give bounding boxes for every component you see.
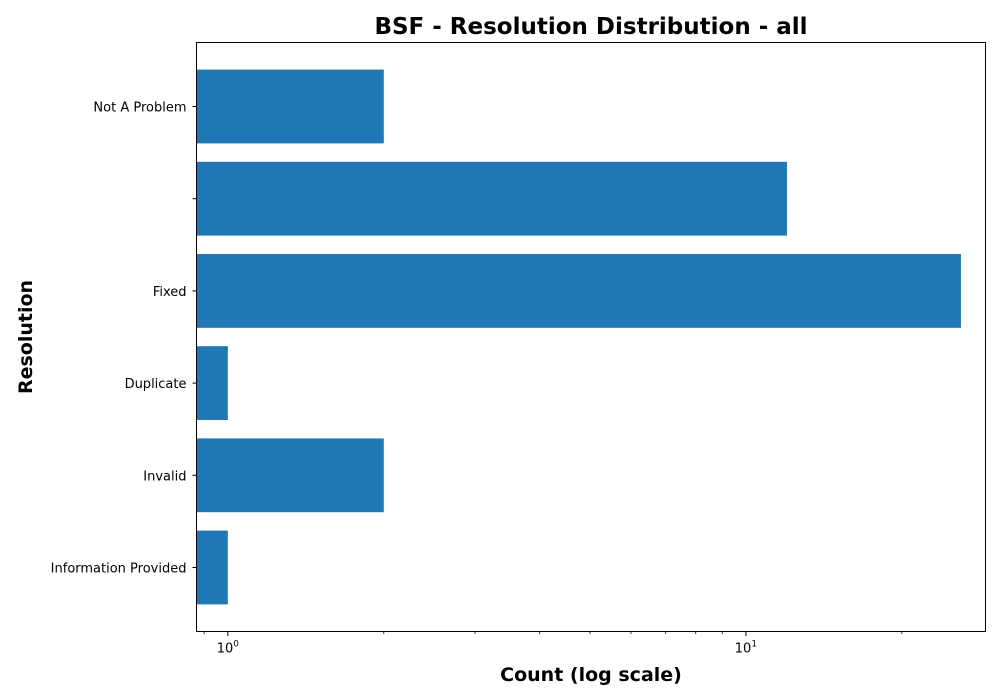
- bar: [197, 162, 787, 236]
- y-tick-label: Invalid: [143, 469, 186, 484]
- x-tick-label: 100: [217, 640, 240, 657]
- y-tick-label: Not A Problem: [93, 101, 186, 116]
- bar: [197, 531, 228, 605]
- bar: [197, 438, 384, 512]
- y-tick-label: Information Provided: [51, 562, 187, 577]
- x-axis-label: Count (log scale): [500, 664, 682, 686]
- y-tick-label: Duplicate: [125, 377, 187, 392]
- chart-title: BSF - Resolution Distribution - all: [374, 14, 807, 40]
- bars-group: [197, 70, 961, 605]
- x-major-ticks: 100 101: [217, 632, 757, 657]
- bar: [197, 70, 384, 144]
- bar: [197, 254, 961, 328]
- y-ticks: Information Provided Invalid Duplicate Fixe…: [51, 101, 197, 577]
- x-tick-label: 101: [735, 640, 757, 657]
- y-axis-label: Resolution: [15, 280, 37, 394]
- bar: [197, 346, 228, 420]
- y-tick-label: Fixed: [153, 285, 187, 300]
